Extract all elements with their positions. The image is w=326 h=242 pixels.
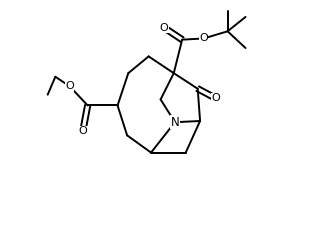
- Text: O: O: [79, 126, 87, 136]
- Text: O: O: [211, 93, 220, 103]
- Text: O: O: [65, 81, 74, 91]
- Text: N: N: [170, 116, 179, 129]
- Text: O: O: [199, 33, 208, 44]
- Text: O: O: [160, 23, 169, 33]
